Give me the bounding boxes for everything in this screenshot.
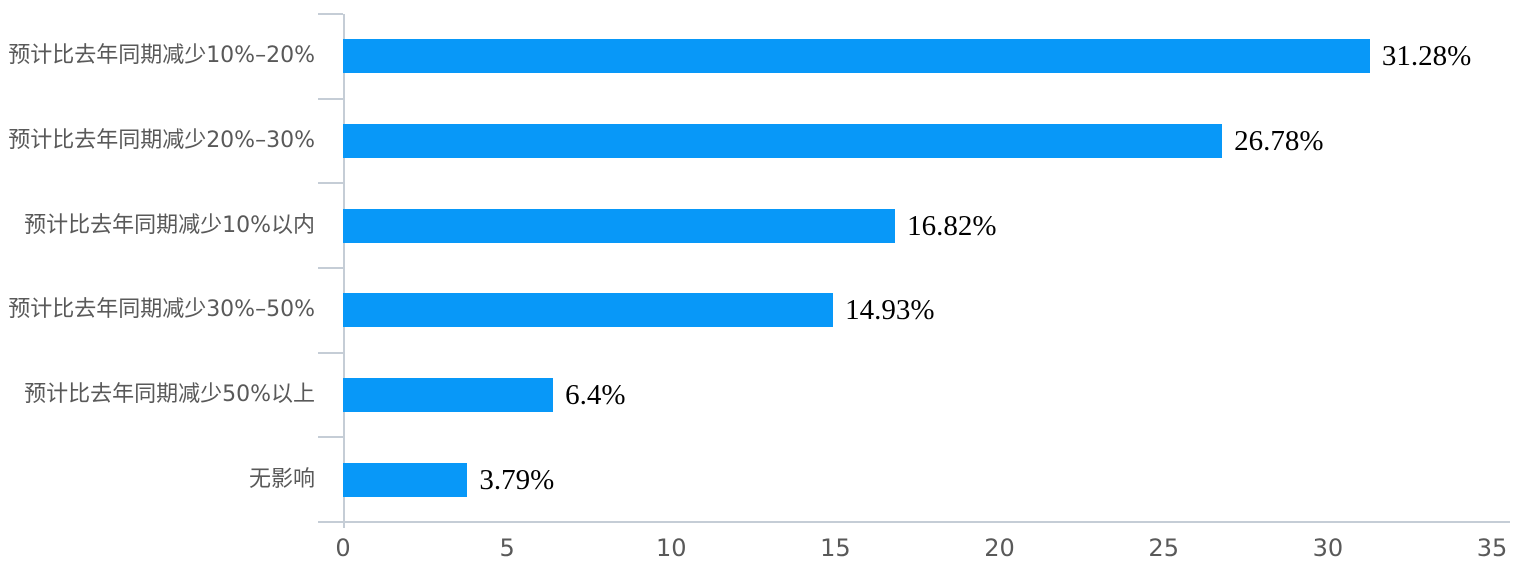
value-label: 14.93% — [845, 294, 935, 327]
value-label: 26.78% — [1234, 125, 1324, 157]
x-tick-label: 20 — [984, 534, 1015, 562]
y-axis-tick — [318, 97, 343, 100]
x-tick-label: 25 — [1148, 534, 1179, 562]
bar — [343, 39, 1370, 74]
x-tick-label: 30 — [1312, 534, 1344, 562]
y-axis-tick — [318, 182, 343, 185]
y-axis-tick — [318, 267, 343, 269]
y-axis-tick — [318, 436, 343, 439]
x-tick-label: 35 — [1476, 534, 1508, 562]
value-label: 31.28% — [1381, 40, 1472, 73]
bar — [343, 208, 896, 243]
x-tick-label: 5 — [499, 534, 515, 562]
value-label: 6.4% — [565, 379, 626, 411]
category-label: 预计比去年同期减少10%以内 — [24, 212, 315, 238]
y-axis-line — [343, 14, 345, 528]
value-label: 3.79% — [479, 463, 555, 496]
x-tick-label: 15 — [820, 534, 851, 562]
x-axis-line — [318, 521, 1510, 523]
x-tick-label: 0 — [335, 534, 351, 562]
y-axis-tick — [318, 13, 343, 15]
bar — [343, 378, 554, 412]
category-label: 预计比去年同期减少50%以上 — [24, 382, 315, 407]
category-label: 无影响 — [248, 466, 315, 492]
y-axis-tick — [318, 351, 343, 354]
x-tick-label: 10 — [656, 534, 687, 562]
bar — [343, 462, 468, 497]
value-label: 16.82% — [907, 209, 997, 242]
category-label: 预计比去年同期减少10%–20% — [8, 43, 315, 69]
category-label: 预计比去年同期减少20%–30% — [8, 128, 315, 153]
bar — [343, 124, 1223, 158]
y-axis-tick — [318, 521, 343, 523]
bar — [343, 293, 834, 328]
category-label: 预计比去年同期减少30%–50% — [8, 297, 315, 323]
